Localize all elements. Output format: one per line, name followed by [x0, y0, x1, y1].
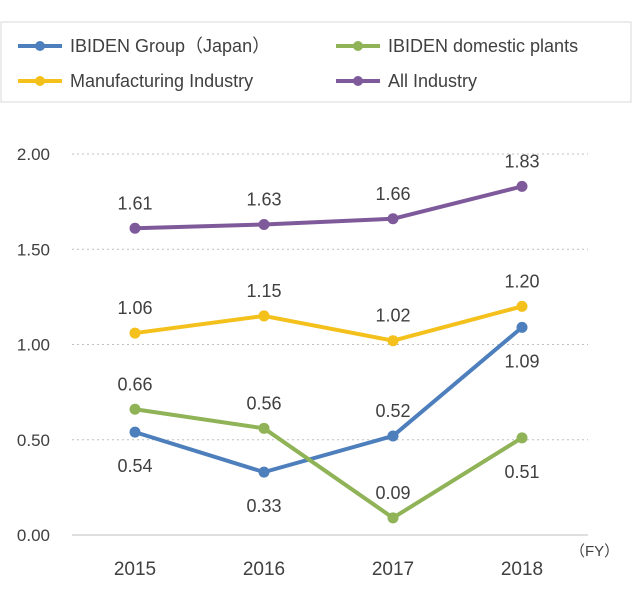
- legend-label: Manufacturing Industry: [70, 71, 253, 91]
- data-point: [129, 426, 141, 438]
- data-label: 0.54: [117, 456, 152, 476]
- y-axis-ticks: 0.00 0.50 1.00 1.50 2.00: [17, 145, 50, 545]
- data-point: [129, 327, 141, 339]
- legend: [0, 21, 632, 103]
- legend-swatch-marker: [353, 41, 363, 51]
- data-point: [387, 213, 399, 225]
- data-label: 0.52: [375, 401, 410, 421]
- series: 1.61 1.63 1.66 1.83: [117, 151, 540, 234]
- series-group: 0.54 0.33 0.52 1.09 0.66 0.56 0.09 0.51 1.06 1.15…: [117, 151, 540, 524]
- legend-label: IBIDEN Group（Japan）: [70, 36, 270, 56]
- x-axis-ticks: 2015 2016 2017 2018: [114, 559, 543, 580]
- data-point: [258, 218, 270, 230]
- data-label: 0.66: [117, 374, 152, 394]
- legend-swatch-marker: [353, 76, 363, 86]
- data-point: [387, 512, 399, 524]
- data-label: 1.63: [246, 189, 281, 209]
- series: 0.66 0.56 0.09 0.51: [117, 374, 540, 524]
- data-label: 1.06: [117, 298, 152, 318]
- data-point: [258, 466, 270, 478]
- series-line: [133, 407, 524, 520]
- y-tick-label: 0.50: [17, 431, 50, 450]
- x-tick-label: 2016: [243, 559, 285, 580]
- legend-label: IBIDEN domestic plants: [388, 36, 578, 56]
- series-line: [133, 325, 524, 475]
- y-tick-label: 2.00: [17, 145, 50, 164]
- legend-label: All Industry: [388, 71, 477, 91]
- legend-item: All Industry: [336, 71, 477, 91]
- data-point: [258, 422, 270, 434]
- legend-items: IBIDEN Group（Japan） IBIDEN domestic plant…: [18, 36, 578, 91]
- legend-item: IBIDEN domestic plants: [336, 36, 578, 56]
- x-tick-label: 2017: [372, 559, 414, 580]
- data-label: 0.33: [246, 496, 281, 516]
- data-label: 1.20: [504, 271, 539, 291]
- data-point: [387, 430, 399, 442]
- series: 1.06 1.15 1.02 1.20: [117, 271, 540, 347]
- y-tick-label: 0.00: [17, 526, 50, 545]
- x-tick-label: 2015: [114, 559, 156, 580]
- data-point: [129, 222, 141, 234]
- data-label: 1.09: [504, 351, 539, 371]
- data-label: 0.51: [504, 462, 539, 482]
- series: 0.54 0.33 0.52 1.09: [117, 321, 540, 516]
- data-point: [516, 321, 528, 333]
- legend-swatch-marker: [35, 76, 45, 86]
- data-point: [387, 335, 399, 347]
- data-label: 1.15: [246, 281, 281, 301]
- y-tick-label: 1.50: [17, 240, 50, 259]
- data-point: [516, 432, 528, 444]
- data-point: [516, 300, 528, 312]
- data-label: 1.66: [375, 184, 410, 204]
- data-label: 0.09: [375, 483, 410, 503]
- y-tick-label: 1.00: [17, 336, 50, 355]
- data-label: 1.61: [117, 193, 152, 213]
- data-label: 1.02: [375, 306, 410, 326]
- data-label: 0.56: [246, 393, 281, 413]
- x-tick-label: 2018: [501, 559, 543, 580]
- legend-swatch-marker: [35, 41, 45, 51]
- data-point: [129, 403, 141, 415]
- data-point: [258, 310, 270, 322]
- legend-item: Manufacturing Industry: [18, 71, 253, 91]
- legend-item: IBIDEN Group（Japan）: [18, 36, 270, 56]
- series-line: [133, 304, 524, 343]
- data-label: 1.83: [504, 151, 539, 171]
- x-axis-unit-label: （FY）: [570, 543, 619, 560]
- series-line: [133, 184, 524, 231]
- data-point: [516, 180, 528, 192]
